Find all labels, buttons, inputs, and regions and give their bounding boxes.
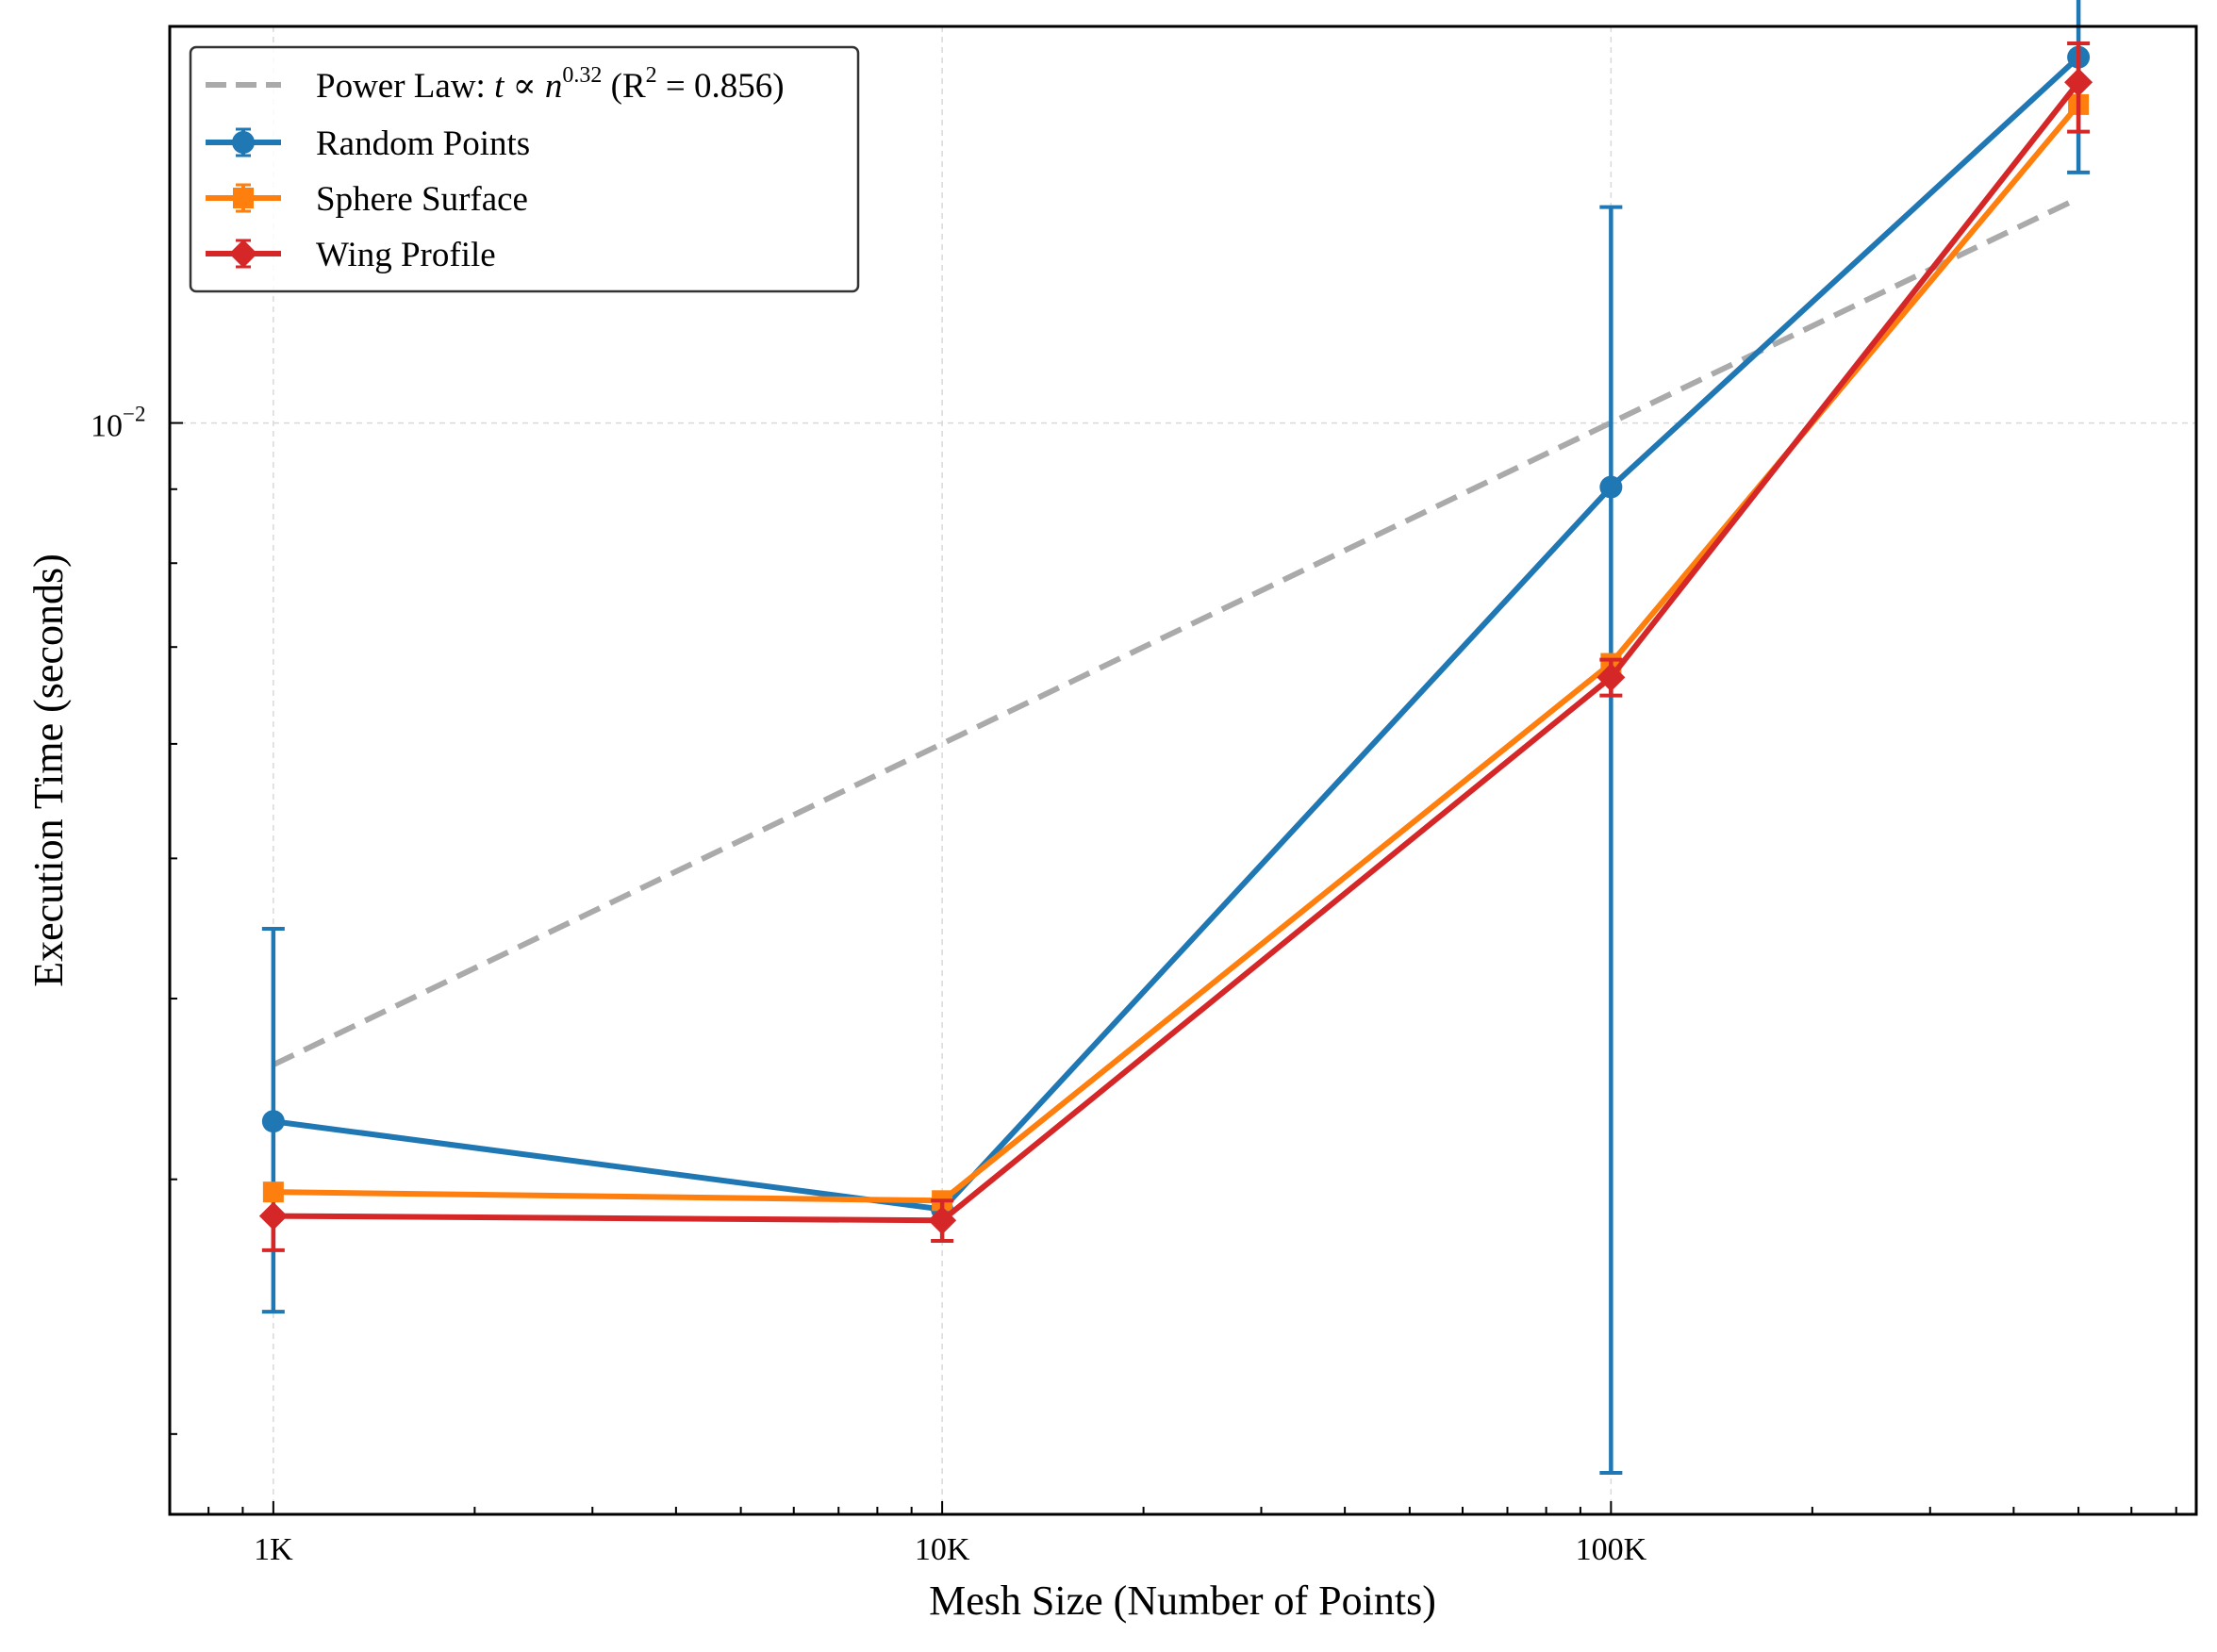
legend-entry-random-points: Random Points: [206, 124, 530, 163]
data-point: [2064, 68, 2093, 97]
data-point: [1597, 663, 1626, 692]
legend-box: [189, 45, 860, 293]
data-point: [261, 1110, 285, 1133]
legend-fit-label: Power Law: t ∝ n0.32 (R2 = 0.856): [316, 63, 785, 106]
data-point: [1599, 475, 1623, 499]
legend-entry-sphere-surface: Sphere Surface: [206, 180, 528, 219]
series-group: [258, 0, 2093, 1476]
legend-label: Random Points: [316, 124, 530, 163]
x-axis-label: Mesh Size (Number of Points): [929, 1578, 1436, 1624]
y-tick-label: 10−2: [91, 403, 145, 444]
legend-entry-wing-profile: Wing Profile: [206, 236, 496, 274]
legend-label: Wing Profile: [316, 236, 496, 274]
series-wing-profile: [258, 41, 2093, 1252]
power-law-fit: [272, 195, 2080, 1067]
plot-frame: [168, 25, 2198, 1516]
x-tick-label: 100K: [1576, 1532, 1647, 1567]
legend-label: Sphere Surface: [316, 180, 528, 219]
data-point: [262, 1181, 284, 1203]
x-tick-label: 1K: [254, 1532, 293, 1567]
y-axis-label: Execution Time (seconds): [25, 553, 72, 987]
data-point: [928, 1206, 957, 1235]
series-line: [273, 80, 2081, 1224]
fit-line: [272, 195, 2080, 1067]
data-point: [258, 1201, 288, 1231]
axis-ticks: 1K 10K 100K 10−2: [91, 403, 2177, 1567]
legend-marker: [229, 240, 257, 268]
legend-marker: [232, 131, 255, 154]
x-tick-label: 10K: [915, 1532, 970, 1567]
legend-marker: [233, 188, 254, 208]
series-line: [273, 55, 2081, 1213]
legend: Power Law: t ∝ n0.32 (R2 = 0.856) Random…: [189, 45, 860, 293]
